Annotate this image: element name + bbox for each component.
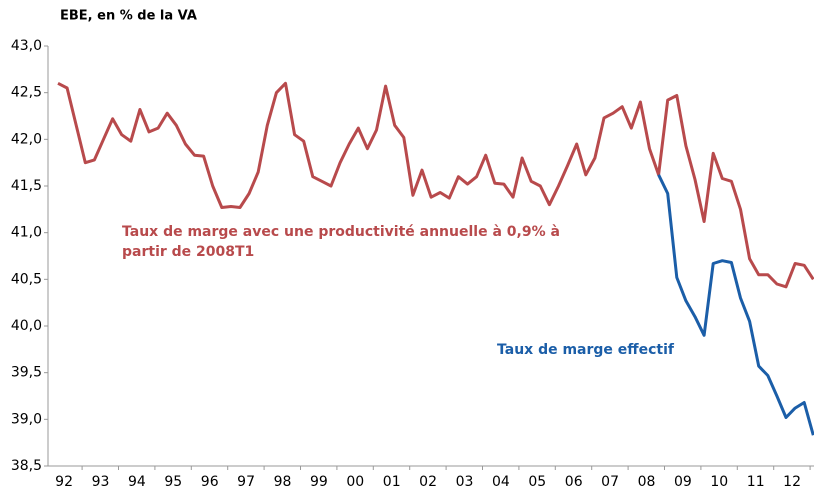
x-tick-label: 10 (710, 474, 728, 490)
x-tick-label: 04 (492, 474, 510, 490)
x-tick-label: 01 (383, 474, 401, 490)
y-tick-label: 41,5 (11, 178, 42, 194)
y-tick-label: 40,0 (11, 318, 42, 334)
x-tick-label: 00 (346, 474, 364, 490)
x-tick-label: 09 (674, 474, 692, 490)
x-tick-label: 12 (783, 474, 801, 490)
x-tick-label: 06 (565, 474, 583, 490)
y-tick-label: 38,5 (11, 458, 42, 474)
x-tick-label: 02 (419, 474, 437, 490)
x-tick-label: 03 (456, 474, 474, 490)
y-tick-label: 41,0 (11, 225, 42, 241)
x-tick-label: 98 (274, 474, 292, 490)
chart-title: EBE, en % de la VA (60, 9, 197, 24)
y-tick-label: 39,5 (11, 365, 42, 381)
y-tick-label: 39,0 (11, 411, 42, 427)
y-tick-label: 43,0 (11, 38, 42, 54)
y-tick-label: 42,0 (11, 131, 42, 147)
x-tick-label: 92 (55, 474, 73, 490)
x-tick-label: 05 (528, 474, 546, 490)
x-tick-label: 07 (601, 474, 619, 490)
x-tick-label: 94 (128, 474, 146, 490)
x-tick-label: 96 (201, 474, 219, 490)
x-tick-label: 93 (92, 474, 110, 490)
line-series (657, 174, 814, 436)
series-label: Taux de marge avec une productivité annu… (122, 224, 560, 260)
line-series (57, 81, 814, 289)
x-tick-label: 11 (747, 474, 765, 490)
series-label: Taux de marge effectif (497, 342, 674, 358)
x-tick-label: 97 (237, 474, 255, 490)
x-tick-label: 99 (310, 474, 328, 490)
x-tick-label: 95 (164, 474, 182, 490)
y-tick-label: 42,5 (11, 85, 42, 101)
x-tick-label: 08 (638, 474, 656, 490)
y-tick-label: 40,5 (11, 271, 42, 287)
